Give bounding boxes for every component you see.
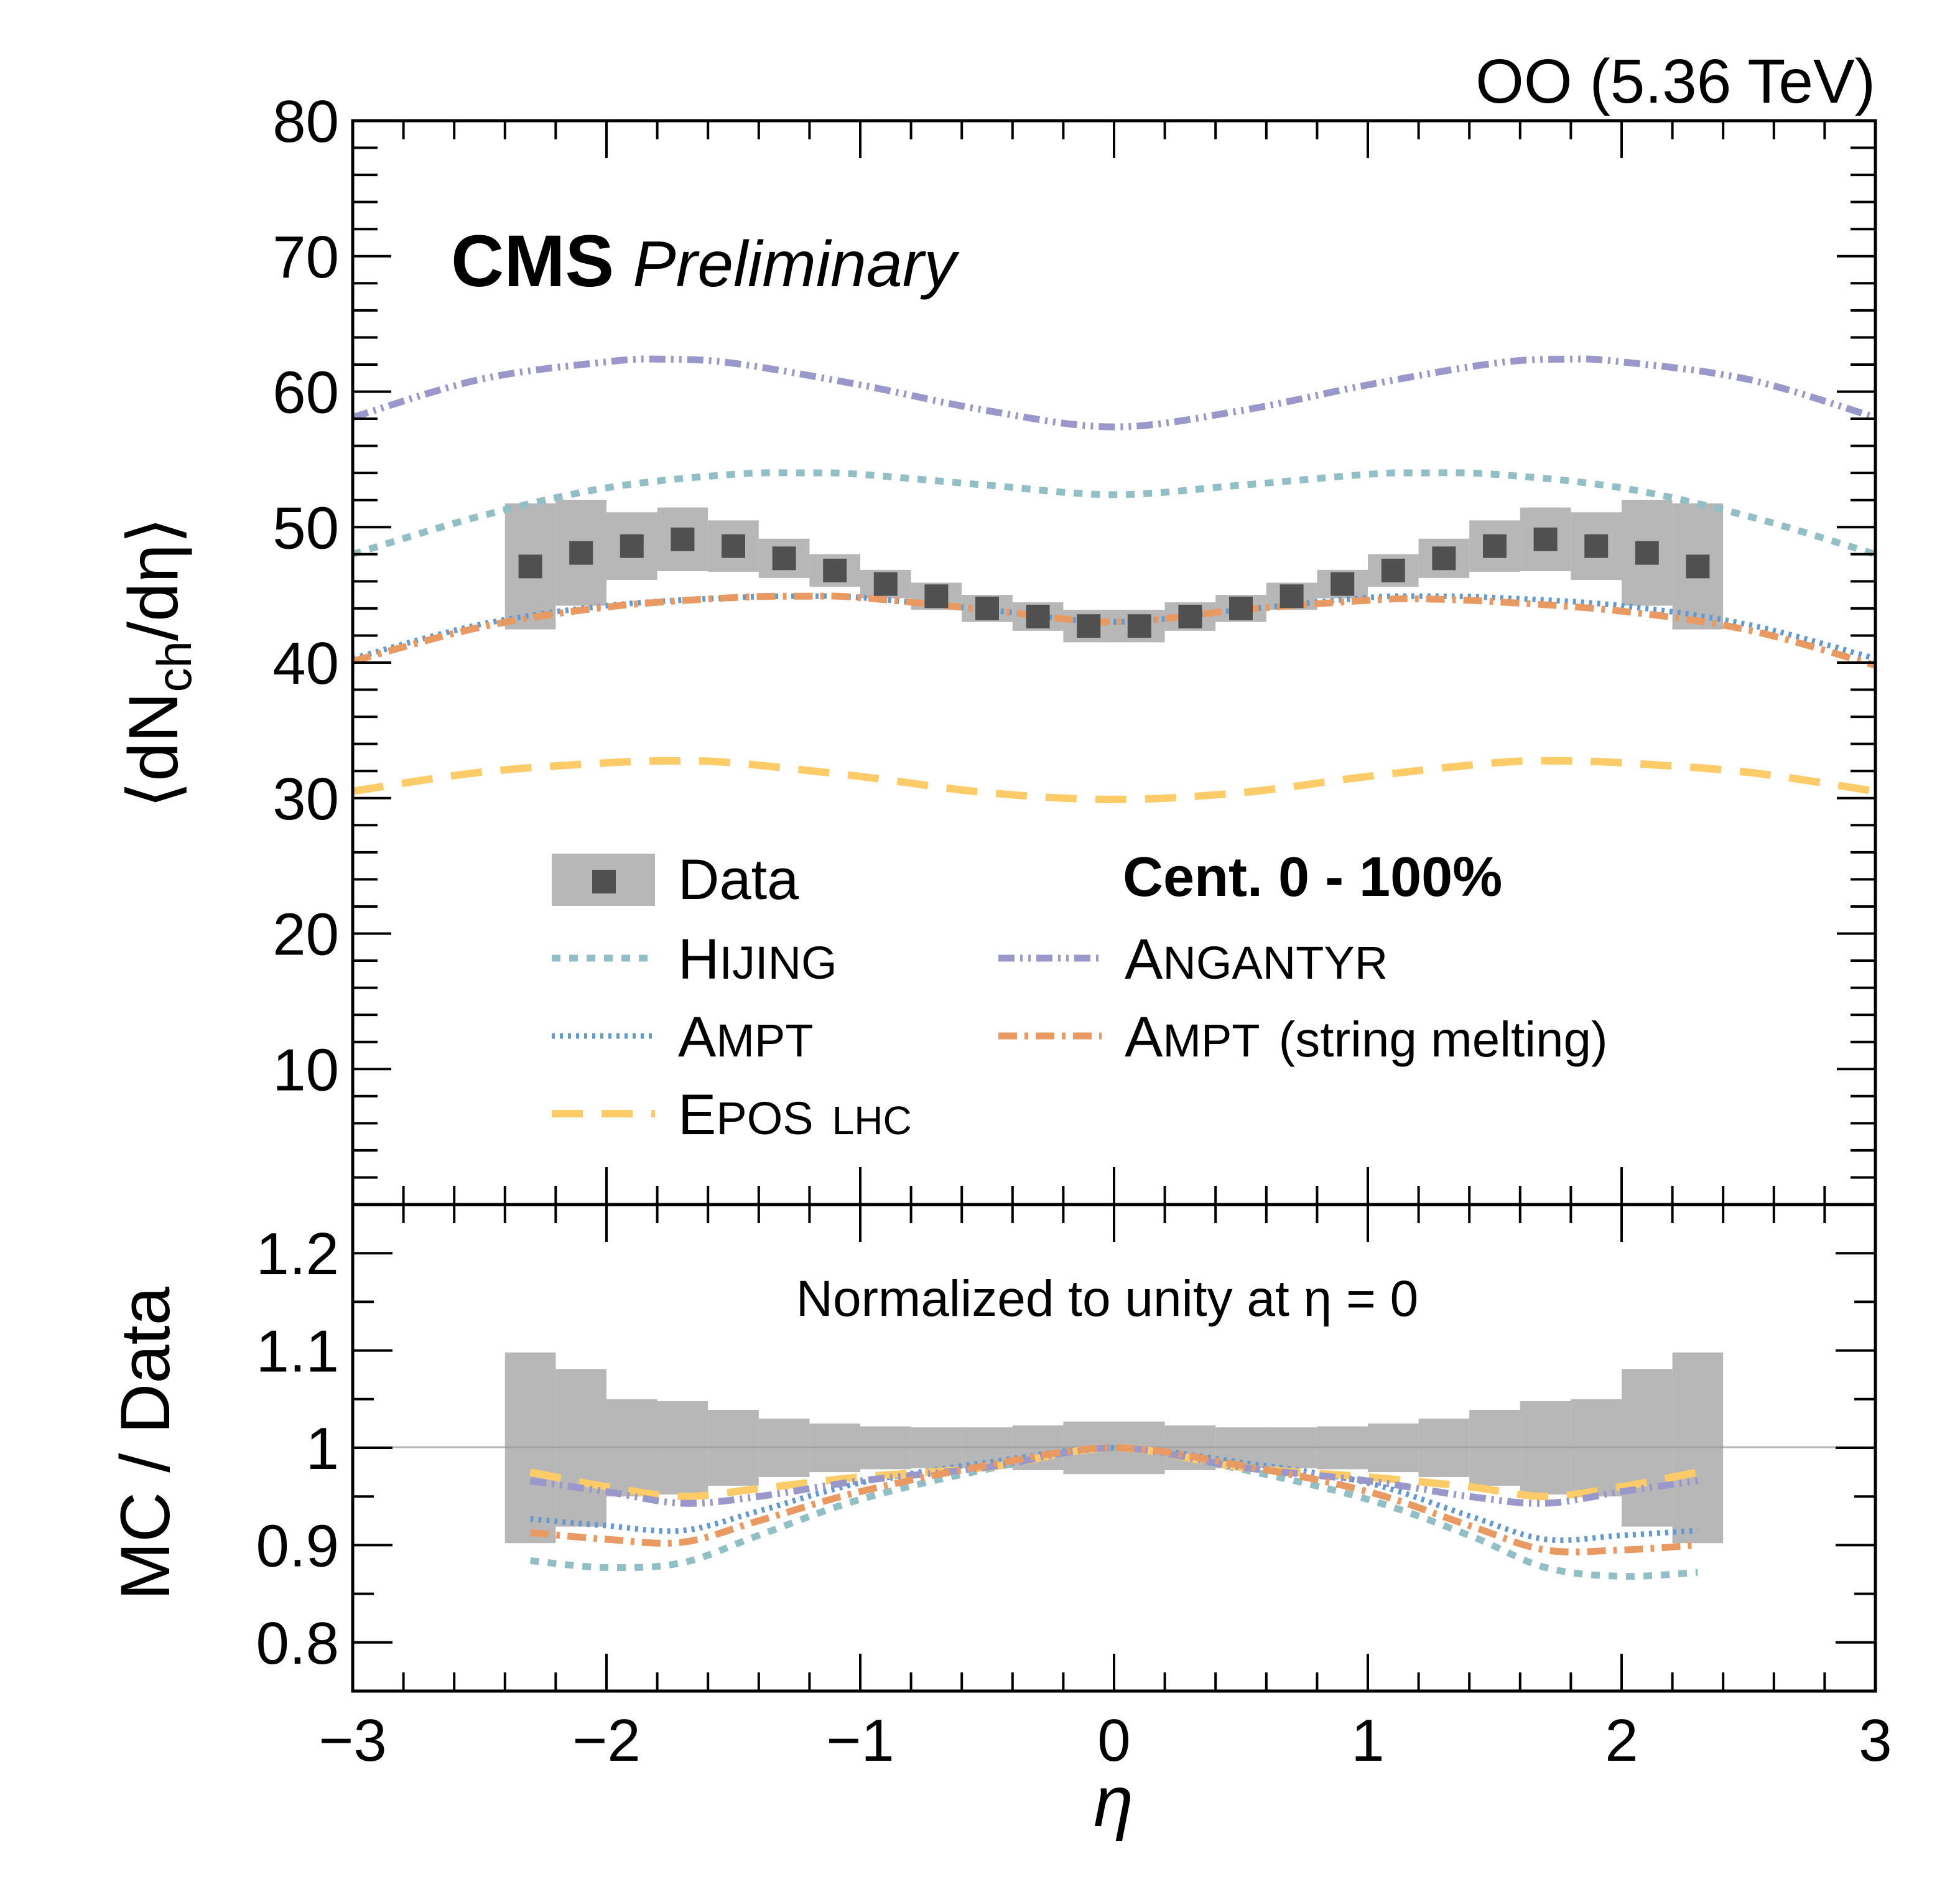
data-point <box>1381 558 1405 582</box>
data-point <box>518 554 542 579</box>
legend-label-angantyr: ANGANTYR <box>1125 928 1388 991</box>
y-tick-label-top: 70 <box>272 224 339 291</box>
curve-epos-lhc <box>353 757 1875 803</box>
x-axis-label: η <box>1094 1762 1133 1842</box>
cms-label: CMS <box>451 220 614 302</box>
data-point <box>569 541 593 565</box>
legend-label-hijing: HIJING <box>678 928 837 991</box>
curve-hijing <box>353 469 1875 558</box>
legend-data-marker <box>592 870 616 893</box>
data-point <box>975 596 999 620</box>
legend-label-ampt: AMPT <box>678 1005 814 1069</box>
bottom-panel-frame <box>351 1203 1877 1693</box>
ratio-curve-ampt <box>530 1445 1698 1544</box>
normalization-note: Normalized to unity at η = 0 <box>796 1270 1418 1327</box>
x-tick-label: 0 <box>1097 1707 1130 1774</box>
data-point <box>873 572 898 596</box>
legend-label-data: Data <box>678 848 799 911</box>
x-tick-label: −3 <box>318 1707 386 1774</box>
y-tick-label-bottom: 0.9 <box>256 1513 339 1579</box>
data-point <box>1635 541 1659 565</box>
legend-label-epos-lhc: EPOS LHC <box>678 1083 912 1147</box>
curve-ampt-string-melting <box>353 592 1875 669</box>
data-point <box>1077 614 1101 638</box>
data-point <box>722 534 745 558</box>
y-tick-label-bottom: 1.2 <box>256 1221 339 1287</box>
x-tick-label: −1 <box>826 1707 894 1774</box>
y-tick-label-top: 50 <box>272 495 339 561</box>
y-tick-label-bottom: 1.1 <box>256 1318 339 1385</box>
data-point <box>1026 604 1050 628</box>
data-point <box>1584 534 1609 558</box>
y-tick-label-top: 20 <box>272 902 339 968</box>
x-tick-label: −2 <box>572 1707 640 1774</box>
preliminary-label: Preliminary <box>633 228 960 301</box>
y-tick-label-top: 40 <box>272 630 339 697</box>
legend-label-ampt-string-melting: AMPT (string melting) <box>1125 1005 1608 1069</box>
x-tick-label: 1 <box>1351 1707 1384 1774</box>
data-point <box>772 546 796 571</box>
data-point <box>1686 554 1710 579</box>
x-tick-label: 2 <box>1605 1707 1638 1774</box>
y-axis-label-top: ⟨dNch/dη⟩ <box>114 517 202 809</box>
data-point <box>1127 614 1151 638</box>
y-tick-label-top: 60 <box>272 360 339 426</box>
curve-angantyr <box>353 355 1875 431</box>
legend-item-angantyr: ANGANTYR <box>998 928 1388 991</box>
y-tick-label-top: 30 <box>272 766 339 832</box>
data-point <box>1280 584 1304 608</box>
data-point <box>1432 546 1456 571</box>
experiment-label: CMS Preliminary <box>451 220 960 302</box>
data-point <box>620 534 644 558</box>
ratio-curve-ampt-string-melting <box>530 1444 1698 1555</box>
y-tick-label-top: 80 <box>272 88 339 155</box>
data-point <box>823 558 847 582</box>
y-tick-label-bottom: 1 <box>306 1415 339 1482</box>
y-tick-label-top: 10 <box>272 1037 339 1103</box>
y-tick-label-bottom: 0.8 <box>256 1610 339 1677</box>
data-point <box>1483 534 1507 558</box>
ratio-curve-angantyr <box>529 1444 1699 1507</box>
legend-item-ampt: AMPT <box>552 1005 814 1069</box>
ratio-curve-epos-lhc <box>529 1443 1699 1501</box>
model-curves-top <box>353 355 1875 803</box>
model-curves-ratio <box>529 1443 1699 1580</box>
legend-item-hijing: HIJING <box>552 928 837 991</box>
data-point <box>671 527 695 551</box>
legend-item-epos-lhc: EPOS LHC <box>552 1083 912 1147</box>
legend: Data HIJING AMPT EPOS LHC ANGANTYR AMPT (strin… <box>552 848 1608 1147</box>
data-point <box>1229 596 1253 620</box>
data-point <box>1331 572 1355 596</box>
data-markers <box>518 527 1710 638</box>
centrality-label: Cent. 0 - 100% <box>1123 846 1502 908</box>
tick-labels: −3 −2 −1 0 1 2 3 10 20 30 40 50 60 70 80 0.8 0.9 1 1.1 1.2 <box>256 88 1892 1774</box>
data-point <box>1178 604 1202 628</box>
legend-item-ampt-string-melting: AMPT (string melting) <box>998 1005 1608 1069</box>
y-axis-label-bottom: MC / Data <box>106 1286 184 1600</box>
data-point <box>1533 527 1558 551</box>
data-point <box>924 584 949 608</box>
x-tick-label: 3 <box>1859 1707 1892 1774</box>
legend-item-data: Data <box>552 848 799 911</box>
ratio-curve-hijing <box>530 1444 1698 1580</box>
energy-label: OO (5.36 TeV) <box>1475 47 1875 116</box>
